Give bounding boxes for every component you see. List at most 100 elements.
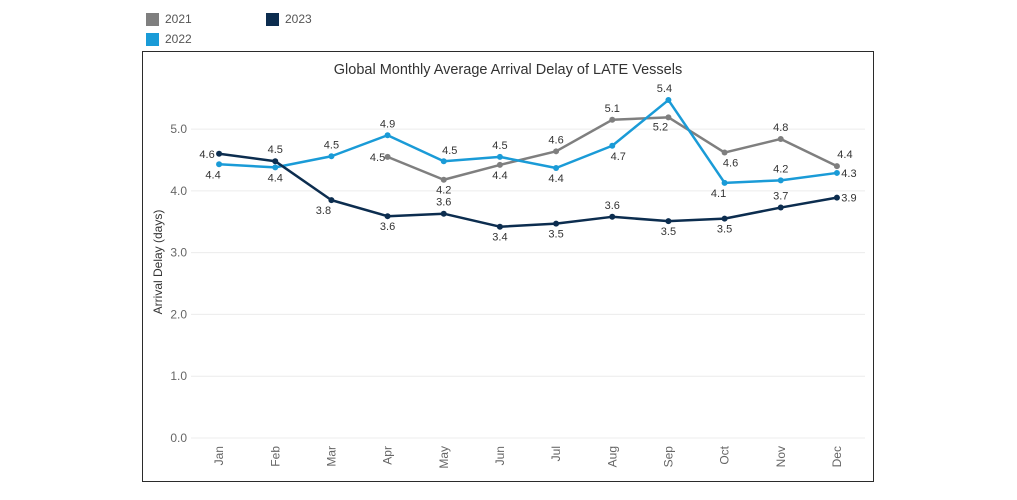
data-label-2023-mar: 3.8 (316, 205, 331, 217)
data-label-2022-mar: 4.5 (324, 139, 339, 151)
data-point-2022-sep[interactable] (665, 97, 672, 104)
data-label-2022-aug: 4.7 (611, 151, 626, 163)
y-axis-label: Arrival Delay (days) (151, 210, 165, 315)
y-tick-label: 3.0 (170, 246, 187, 260)
data-labels: 4.5 4.2 4.4 4.6 5.1 5.2 4.6 4.8 4.4 4.4 4.4 4.5 4.9 4… (199, 83, 856, 244)
series-line-2022[interactable] (219, 98, 838, 185)
legend-label-2023: 2023 (285, 12, 312, 26)
data-label-2022-may: 4.5 (442, 145, 457, 157)
data-label-2021-jul: 4.6 (548, 134, 563, 146)
data-point-2022-jan[interactable] (216, 161, 223, 168)
data-point-2023-mar[interactable] (328, 197, 335, 204)
data-label-2021-jun: 4.4 (492, 170, 507, 182)
y-tick-label: 2.0 (170, 307, 187, 321)
data-point-2021-may[interactable] (440, 176, 447, 183)
y-axis-ticks: 0.0 1.0 2.0 3.0 4.0 5.0 (170, 122, 187, 445)
data-point-2021-aug[interactable] (609, 116, 616, 123)
x-tick-label-apr: Apr (381, 446, 395, 465)
x-tick-label-aug: Aug (605, 446, 619, 467)
data-point-2023-jul[interactable] (553, 220, 560, 227)
data-point-2023-jan[interactable] (216, 150, 223, 157)
series-line-2023[interactable] (218, 152, 838, 228)
data-point-2023-apr[interactable] (384, 213, 391, 220)
data-label-2021-apr: 4.5 (370, 152, 385, 164)
data-point-2023-may[interactable] (440, 210, 447, 217)
x-tick-label-dec: Dec (830, 446, 844, 467)
data-point-2022-dec[interactable] (833, 169, 840, 176)
legend-swatch-2023 (266, 12, 279, 26)
data-label-2022-jul: 4.4 (548, 173, 563, 185)
data-label-2021-dec: 4.4 (837, 149, 852, 161)
data-point-2021-nov[interactable] (777, 135, 784, 142)
data-label-2021-sep: 5.2 (653, 121, 668, 133)
data-point-2021-jun[interactable] (496, 161, 503, 168)
data-label-2021-oct: 4.6 (723, 158, 738, 170)
data-point-2022-aug[interactable] (609, 142, 616, 149)
y-tick-label: 4.0 (170, 184, 187, 198)
legend-item-2021[interactable]: 2021 (146, 12, 192, 26)
data-point-2022-oct[interactable] (721, 179, 728, 186)
legend: 2021 2022 2023 (146, 8, 446, 50)
data-label-2023-aug: 3.6 (605, 200, 620, 212)
x-tick-label-mar: Mar (324, 446, 338, 467)
data-label-2023-jun: 3.4 (492, 232, 507, 244)
data-label-2023-feb: 4.5 (268, 144, 283, 156)
data-label-2021-nov: 4.8 (773, 122, 788, 134)
data-point-2022-may[interactable] (440, 158, 447, 165)
data-point-2021-jul[interactable] (553, 148, 560, 155)
data-label-2023-apr: 3.6 (380, 221, 395, 233)
data-point-2023-aug[interactable] (609, 213, 616, 220)
y-tick-label: 1.0 (170, 369, 187, 383)
x-tick-label-jan: Jan (212, 446, 226, 465)
data-point-2022-feb[interactable] (272, 164, 279, 171)
legend-swatch-2021 (146, 12, 159, 26)
data-point-2023-nov[interactable] (777, 204, 784, 211)
data-label-2022-apr: 4.9 (380, 118, 395, 130)
data-point-2022-nov[interactable] (777, 177, 784, 184)
x-tick-label-jul: Jul (549, 446, 563, 461)
chart-title: Global Monthly Average Arrival Delay of … (334, 62, 682, 78)
grid-lines (191, 128, 865, 439)
y-tick-label: 0.0 (170, 431, 187, 445)
legend-item-2023[interactable]: 2023 (266, 12, 312, 26)
data-label-2022-jan: 4.4 (205, 169, 220, 181)
data-point-2021-apr[interactable] (384, 153, 391, 160)
data-label-2023-jan: 4.6 (199, 149, 214, 161)
data-label-2022-nov: 4.2 (773, 163, 788, 175)
legend-item-2022[interactable]: 2022 (146, 32, 192, 46)
data-point-2022-mar[interactable] (328, 153, 335, 160)
data-label-2023-nov: 3.7 (773, 191, 788, 203)
data-label-2022-oct: 4.1 (711, 188, 726, 200)
data-point-2023-jun[interactable] (496, 223, 503, 230)
data-label-2023-dec: 3.9 (841, 193, 856, 205)
legend-label-2021: 2021 (165, 12, 192, 26)
data-label-2023-oct: 3.5 (717, 224, 732, 236)
x-tick-label-feb: Feb (268, 446, 282, 467)
x-tick-label-may: May (437, 446, 451, 469)
data-label-2021-may: 4.2 (436, 185, 451, 197)
line-chart: Global Monthly Average Arrival Delay of … (151, 62, 865, 469)
data-point-2023-dec[interactable] (833, 194, 840, 201)
data-point-2021-sep[interactable] (665, 114, 672, 121)
data-label-2021-aug: 5.1 (605, 103, 620, 115)
data-point-2023-oct[interactable] (721, 215, 728, 222)
x-axis-ticks: Jan Feb Mar Apr May Jun Jul Aug Sep Oct Nov Dec (212, 445, 844, 468)
data-point-2021-oct[interactable] (721, 149, 728, 156)
data-point-2022-apr[interactable] (384, 132, 391, 139)
data-label-2023-jul: 3.5 (548, 229, 563, 241)
data-label-2023-sep: 3.5 (661, 226, 676, 238)
x-tick-label-jun: Jun (493, 446, 507, 465)
data-point-2023-feb[interactable] (272, 158, 279, 165)
x-tick-label-oct: Oct (718, 445, 732, 464)
data-point-2022-jun[interactable] (496, 153, 503, 160)
data-label-2022-sep: 5.4 (657, 83, 672, 95)
data-point-2021-dec[interactable] (833, 163, 840, 170)
data-label-2022-feb: 4.4 (268, 172, 283, 184)
x-tick-label-sep: Sep (661, 446, 675, 468)
legend-label-2022: 2022 (165, 32, 192, 46)
data-point-2023-sep[interactable] (665, 218, 672, 225)
data-label-2022-dec: 4.3 (841, 168, 856, 180)
data-point-2022-jul[interactable] (553, 164, 560, 171)
series-lines (216, 97, 840, 230)
chart-frame: Global Monthly Average Arrival Delay of … (142, 51, 874, 482)
